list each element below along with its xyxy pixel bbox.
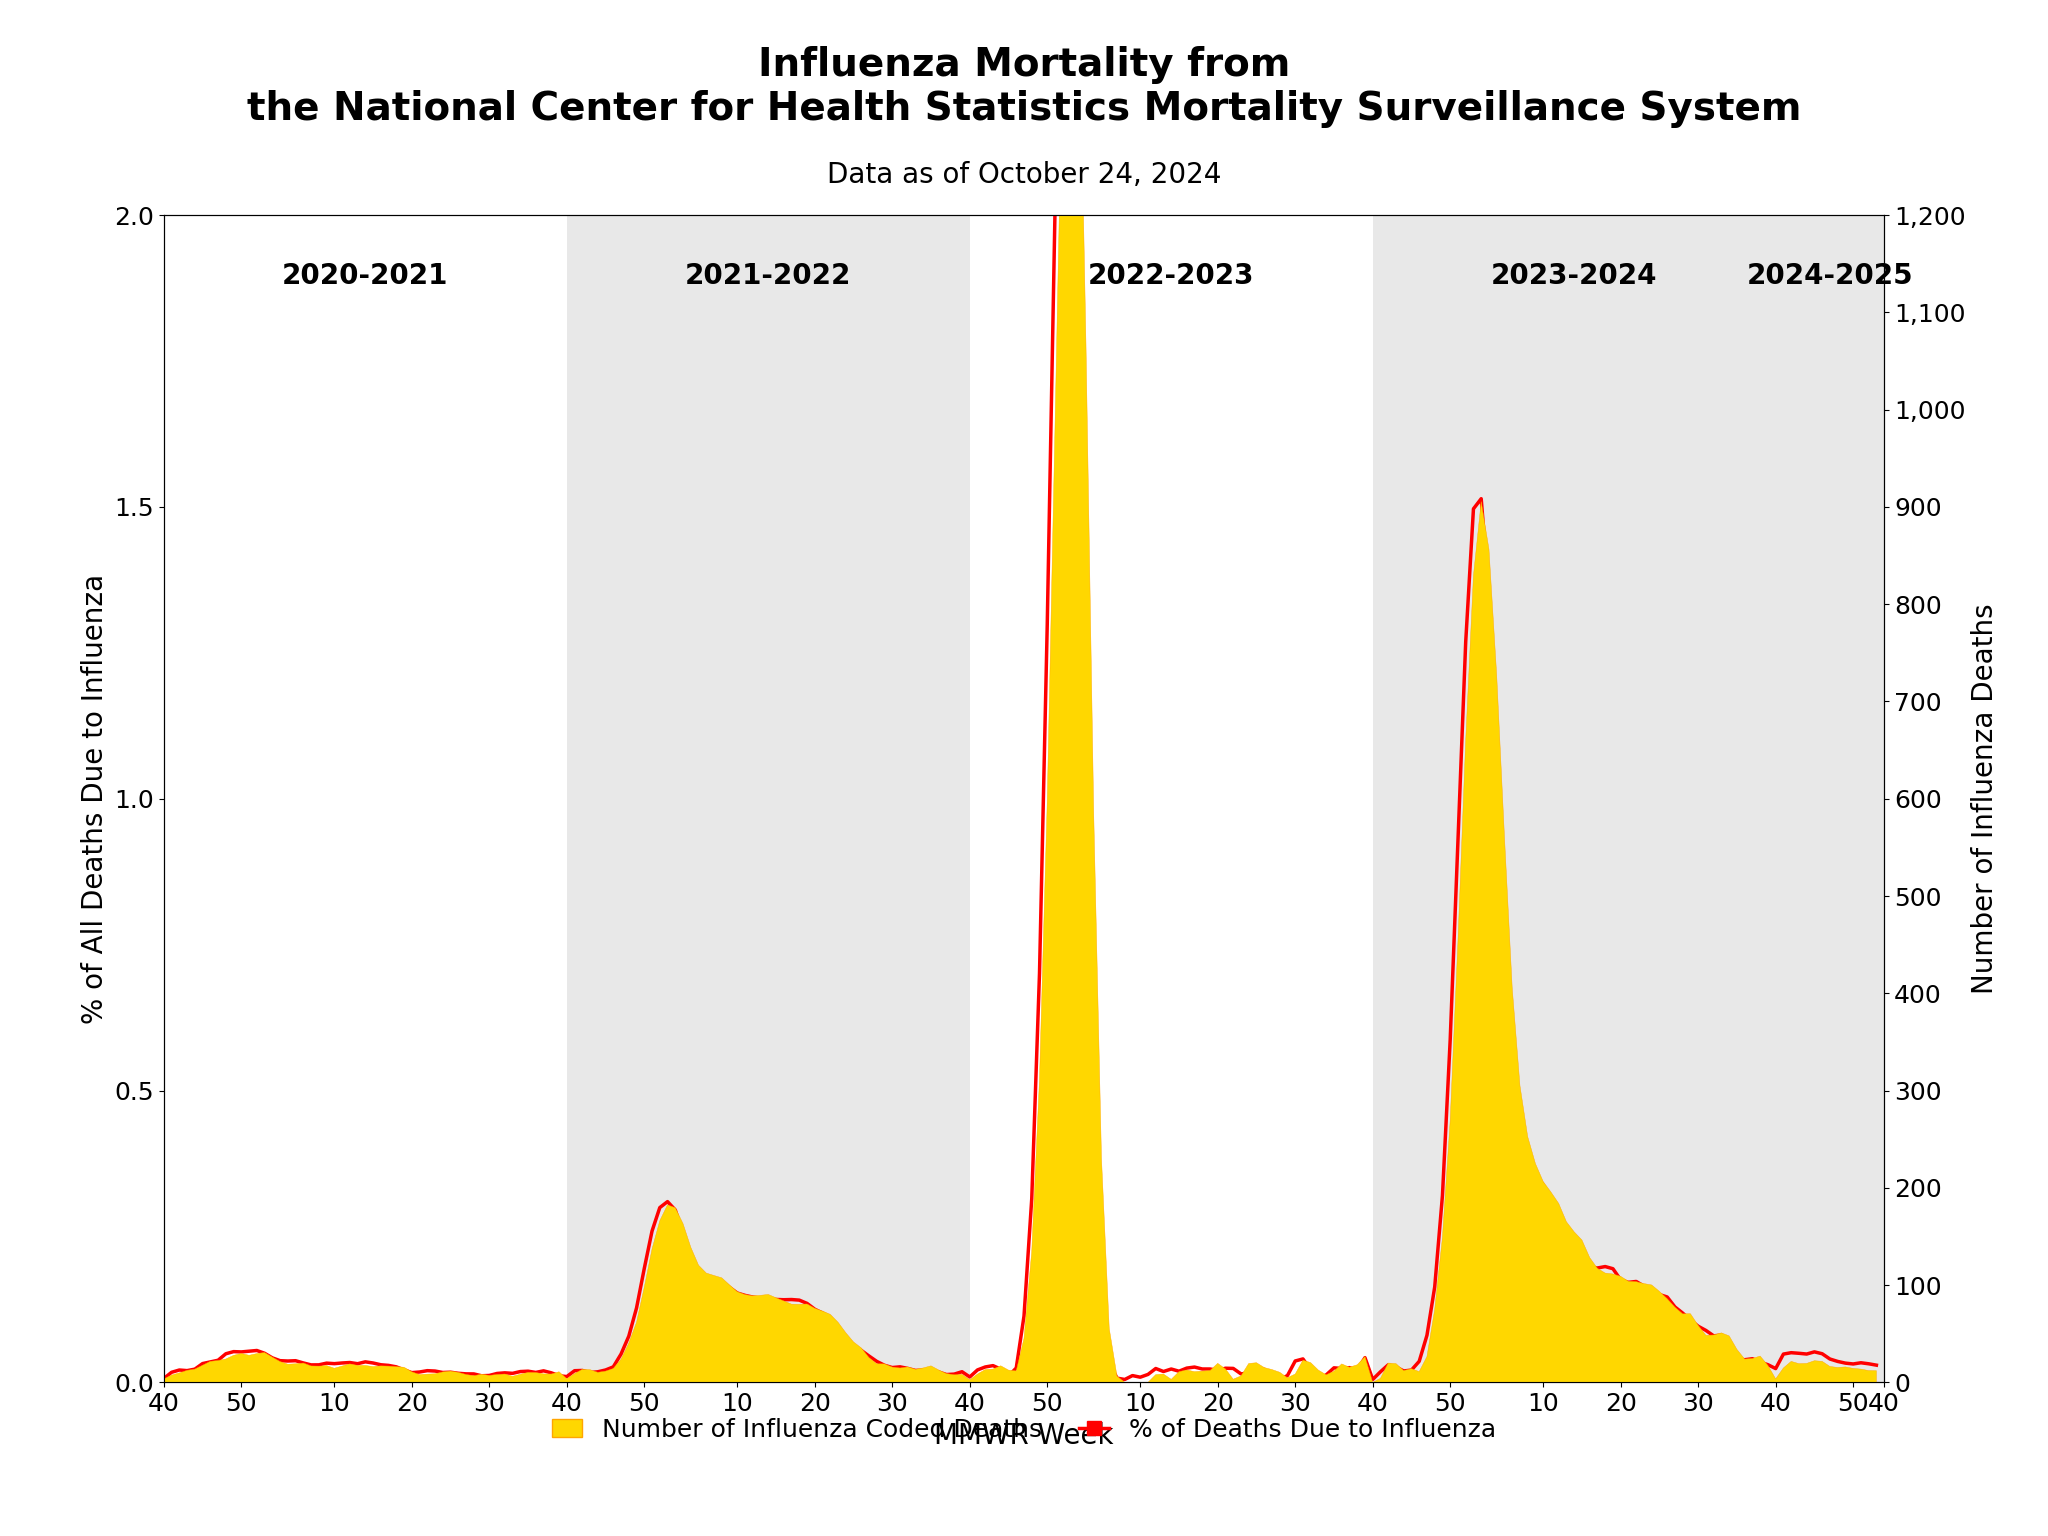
Text: Influenza Mortality from
the National Center for Health Statistics Mortality Sur: Influenza Mortality from the National Ce… — [246, 46, 1802, 127]
Text: 2020-2021: 2020-2021 — [283, 261, 449, 290]
Text: 2022-2023: 2022-2023 — [1087, 261, 1255, 290]
Bar — [1372, 215, 1776, 1382]
Y-axis label: % of All Deaths Due to Influenza: % of All Deaths Due to Influenza — [80, 573, 109, 1025]
Text: 2024-2025: 2024-2025 — [1747, 261, 1913, 290]
Legend: Number of Influenza Coded Deaths, % of Deaths Due to Influenza: Number of Influenza Coded Deaths, % of D… — [541, 1407, 1507, 1452]
Bar — [567, 215, 971, 1382]
Y-axis label: Number of Influenza Deaths: Number of Influenza Deaths — [1970, 604, 1999, 994]
Text: Data as of October 24, 2024: Data as of October 24, 2024 — [827, 161, 1221, 189]
X-axis label: MMWR Week: MMWR Week — [934, 1422, 1114, 1450]
Text: 2023-2024: 2023-2024 — [1491, 261, 1657, 290]
Bar — [1776, 215, 1884, 1382]
Text: 2021-2022: 2021-2022 — [686, 261, 852, 290]
